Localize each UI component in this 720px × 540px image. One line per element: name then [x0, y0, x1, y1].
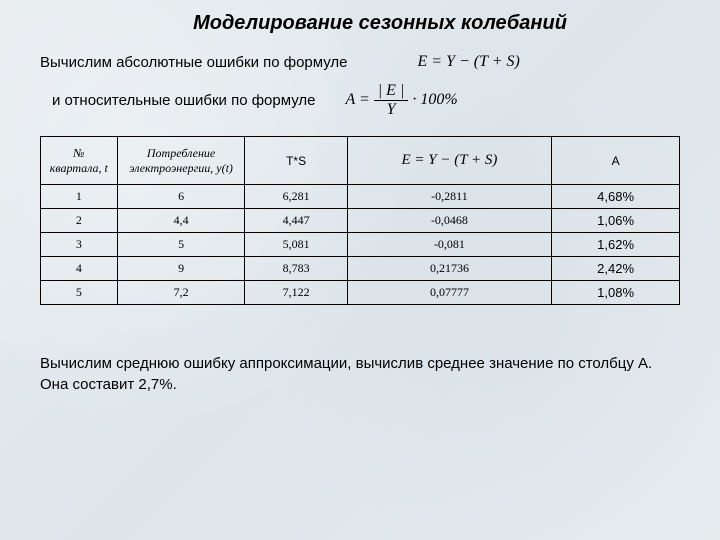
cell-y: 9 — [117, 257, 245, 281]
formula-text-2: и относительные ошибки по формуле — [52, 92, 315, 109]
cell-ts: 7,122 — [245, 281, 347, 305]
cell-e: 0,21736 — [347, 257, 551, 281]
cell-a: 2,42% — [552, 257, 680, 281]
page-title: Моделирование сезонных колебаний — [80, 12, 680, 35]
formula-2-suffix: · 100% — [412, 91, 457, 108]
cell-y: 7,2 — [117, 281, 245, 305]
cell-a: 4,68% — [552, 185, 680, 209]
col-header-a: A — [552, 137, 680, 185]
table-row: 24,44,447-0,04681,06% — [41, 209, 680, 233]
table-row: 355,081-0,0811,62% — [41, 233, 680, 257]
table-row: 57,27,1220,077771,08% — [41, 281, 680, 305]
formula-row-1: Вычислим абсолютные ошибки по формуле E … — [40, 53, 680, 71]
cell-a: 1,06% — [552, 209, 680, 233]
cell-e: 0,07777 — [347, 281, 551, 305]
cell-ts: 6,281 — [245, 185, 347, 209]
table-row: 498,7830,217362,42% — [41, 257, 680, 281]
cell-e: -0,081 — [347, 233, 551, 257]
summary-text: Вычислим среднюю ошибку аппроксимации, в… — [40, 353, 680, 395]
table-row: 166,281-0,28114,68% — [41, 185, 680, 209]
cell-ts: 8,783 — [245, 257, 347, 281]
cell-ts: 5,081 — [245, 233, 347, 257]
cell-y: 4,4 — [117, 209, 245, 233]
col-header-consumption: Потребление электроэнергии, y(t) — [117, 137, 245, 185]
cell-t: 4 — [41, 257, 118, 281]
formula-2: A = | E | Y · 100% — [345, 83, 457, 118]
cell-y: 5 — [117, 233, 245, 257]
cell-e: -0,0468 — [347, 209, 551, 233]
cell-e: -0,2811 — [347, 185, 551, 209]
data-table: № квартала, t Потребление электроэнергии… — [40, 136, 680, 305]
formula-2-num: | E | — [374, 83, 409, 101]
col-header-num: № квартала, t — [41, 137, 118, 185]
col-header-e: E = Y − (T + S) — [347, 137, 551, 185]
formula-row-2: и относительные ошибки по формуле A = | … — [52, 83, 680, 118]
cell-t: 3 — [41, 233, 118, 257]
cell-t: 1 — [41, 185, 118, 209]
cell-t: 2 — [41, 209, 118, 233]
cell-t: 5 — [41, 281, 118, 305]
cell-y: 6 — [117, 185, 245, 209]
formula-1: E = Y − (T + S) — [418, 53, 520, 71]
formula-2-den: Y — [374, 101, 409, 118]
cell-ts: 4,447 — [245, 209, 347, 233]
cell-a: 1,08% — [552, 281, 680, 305]
formula-e-header: E = Y − (T + S) — [401, 152, 497, 168]
formula-text-1: Вычислим абсолютные ошибки по формуле — [40, 54, 348, 71]
cell-a: 1,62% — [552, 233, 680, 257]
formula-2-prefix: A = — [345, 91, 373, 108]
table-header-row: № квартала, t Потребление электроэнергии… — [41, 137, 680, 185]
formula-2-fraction: | E | Y — [374, 83, 409, 118]
col-header-ts: T*S — [245, 137, 347, 185]
